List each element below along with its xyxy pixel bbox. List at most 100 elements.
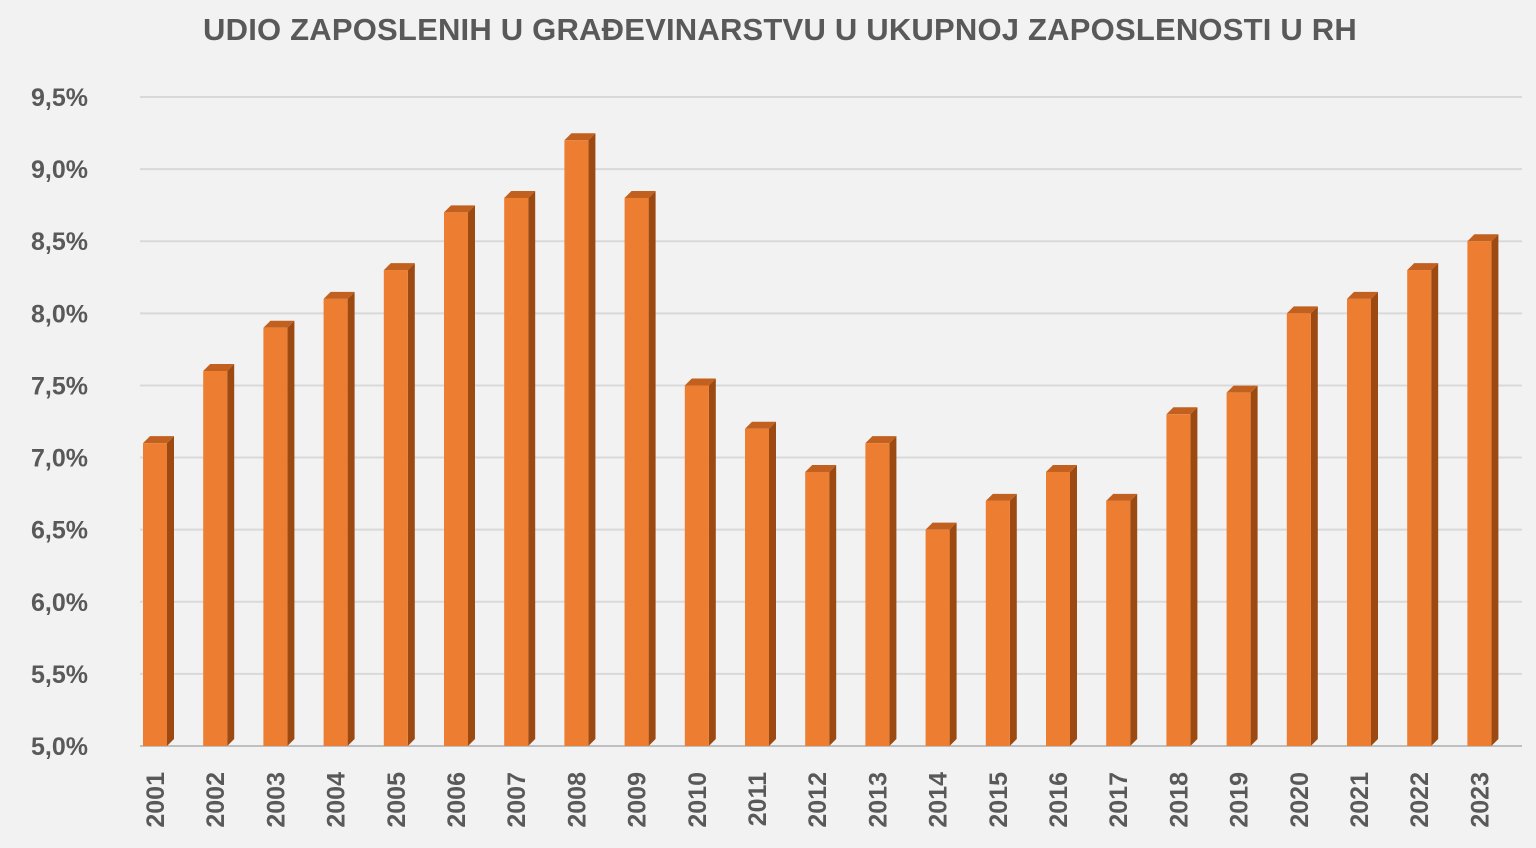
bar-front: [504, 197, 529, 746]
chart-title: UDIO ZAPOSLENIH U GRAĐEVINARSTVU U UKUPN…: [203, 12, 1357, 47]
bar-front: [624, 197, 649, 746]
x-tick-label: 2023: [1466, 772, 1494, 828]
bar-top: [1286, 306, 1318, 314]
bar-top: [504, 190, 536, 198]
bar: [1407, 263, 1439, 746]
bar-front: [1347, 298, 1371, 746]
bar-side: [1070, 464, 1077, 746]
bar-side: [949, 522, 957, 746]
y-tick-label: 9,5%: [31, 84, 88, 112]
x-axis-ticks: 2001 2002 2003 2004 2005 2006 2007 2008 2009 2010…: [142, 772, 1494, 828]
bar: [263, 320, 295, 746]
bar: [383, 263, 415, 746]
bar-top: [865, 436, 897, 444]
bar-front: [865, 443, 890, 746]
bar-front: [203, 371, 228, 746]
bar-side: [1250, 385, 1258, 746]
bar: [805, 464, 837, 746]
bar-top: [383, 263, 415, 271]
x-tick-label: 2008: [563, 772, 591, 828]
y-axis-ticks: 5,0% 5,5% 6,0% 6,5% 7,0% 7,5% 8,0% 8,5% 9,0% 9,5%: [31, 84, 88, 761]
bar-top: [1467, 234, 1499, 242]
x-tick-label: 2021: [1346, 772, 1374, 828]
x-tick-label: 2001: [142, 772, 170, 828]
x-tick-label: 2018: [1165, 772, 1193, 828]
bar-front: [1286, 313, 1311, 746]
bar: [925, 522, 957, 746]
bar-front: [143, 443, 167, 746]
x-tick-label: 2007: [503, 772, 531, 828]
x-tick-label: 2006: [443, 772, 471, 828]
bar-top: [1226, 385, 1258, 393]
bar-top: [624, 190, 656, 198]
bar-side: [1431, 263, 1439, 746]
bar: [504, 190, 536, 746]
x-tick-label: 2012: [804, 772, 832, 828]
bar: [1467, 234, 1499, 746]
x-tick-label: 2016: [1045, 772, 1073, 828]
bar-side: [1009, 493, 1017, 746]
bar-front: [745, 428, 769, 746]
y-tick-label: 8,0%: [31, 300, 88, 328]
x-tick-label: 2022: [1406, 772, 1434, 828]
bar-top: [564, 133, 596, 141]
x-tick-label: 2004: [323, 772, 351, 828]
bar: [745, 421, 776, 746]
y-tick-label: 8,5%: [31, 228, 88, 256]
bar-side: [407, 263, 415, 746]
bar-side: [1371, 291, 1378, 746]
bar-top: [1407, 263, 1439, 271]
bar-front: [263, 327, 288, 746]
bars: [143, 133, 1499, 746]
bar: [203, 364, 235, 746]
x-tick-label: 2013: [864, 772, 892, 828]
x-tick-label: 2002: [202, 772, 230, 828]
y-tick-label: 7,0%: [31, 445, 88, 473]
bar-top: [444, 205, 475, 213]
bar-top: [203, 364, 235, 372]
bar-side: [167, 436, 174, 746]
bar-side: [1190, 407, 1198, 746]
bar-side: [1130, 493, 1138, 746]
x-tick-label: 2010: [684, 772, 712, 828]
bar-front: [323, 298, 348, 746]
bar-side: [347, 291, 355, 746]
bar-top: [323, 291, 355, 299]
x-tick-label: 2009: [624, 772, 652, 828]
bar-front: [1166, 414, 1191, 746]
bar-top: [805, 464, 837, 472]
bar-front: [1407, 270, 1432, 746]
y-tick-label: 6,5%: [31, 517, 88, 545]
bar-front: [805, 471, 830, 746]
bar-side: [588, 133, 596, 746]
bar: [564, 133, 596, 746]
bar: [323, 291, 355, 746]
x-tick-label: 2017: [1105, 772, 1133, 828]
bar-side: [468, 205, 475, 746]
bar-front: [1467, 241, 1492, 746]
bar-side: [227, 364, 235, 746]
bar: [1046, 464, 1077, 746]
bar: [1166, 407, 1198, 746]
bar-side: [769, 421, 776, 746]
bar-top: [1347, 291, 1378, 299]
bar-front: [383, 270, 408, 746]
bar-front: [1046, 471, 1070, 746]
y-tick-label: 5,5%: [31, 661, 88, 689]
bar: [444, 205, 475, 746]
bar-side: [889, 436, 897, 746]
bar-top: [745, 421, 776, 429]
bar-side: [1491, 234, 1499, 746]
y-tick-label: 6,0%: [31, 589, 88, 617]
bar: [1347, 291, 1378, 746]
bar-top: [1106, 493, 1138, 501]
bar-top: [263, 320, 295, 328]
y-tick-label: 9,0%: [31, 156, 88, 184]
x-tick-label: 2019: [1226, 772, 1254, 828]
bar: [624, 190, 656, 746]
bar-front: [564, 140, 589, 746]
x-tick-label: 2020: [1286, 772, 1314, 828]
bar: [865, 436, 897, 746]
